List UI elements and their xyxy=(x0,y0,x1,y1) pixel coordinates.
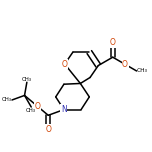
Text: O: O xyxy=(45,125,51,134)
Text: O: O xyxy=(110,38,116,47)
Text: CH₃: CH₃ xyxy=(2,97,12,102)
Text: CH₃: CH₃ xyxy=(26,108,36,113)
Text: CH₃: CH₃ xyxy=(137,69,148,73)
Text: O: O xyxy=(122,60,128,69)
Text: O: O xyxy=(34,102,40,111)
Text: CH₃: CH₃ xyxy=(22,76,32,81)
Text: O: O xyxy=(62,60,68,69)
Text: N: N xyxy=(61,105,67,114)
